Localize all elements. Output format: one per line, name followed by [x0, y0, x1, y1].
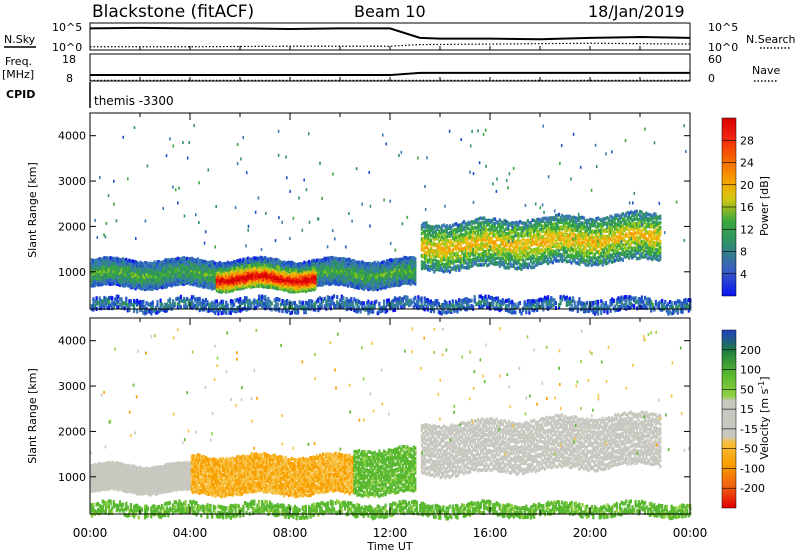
freq-unit: [MHz] [2, 68, 34, 81]
power-axis: 1000 2000 3000 4000 [58, 113, 691, 309]
vel-cbar-label-0: 200 [740, 344, 761, 357]
power-cbar-label-0: 4 [740, 268, 747, 281]
power-ytick-label-2: 3000 [58, 175, 86, 188]
power-panel-feature-2 [420, 209, 662, 274]
power-ytick-label-1: 2000 [58, 220, 86, 233]
power-cbar-label-1: 8 [740, 246, 747, 259]
velocity-panel-feature-0 [90, 460, 192, 497]
noise-panel-frame [89, 22, 691, 51]
time-tick-label-3: 12:00 [373, 526, 408, 540]
nsearch-label: N.Search [746, 33, 796, 46]
time-tick-label-6: 00:00 [673, 526, 708, 540]
vel-cbar-label-5: -50 [740, 443, 758, 456]
station-title: Blackstone (fitACF) [92, 2, 254, 22]
freq-tick-high: 18 [62, 53, 76, 66]
power-colorbar-label: Power [dB] [758, 176, 771, 236]
velocity-colorbar-label: Velocity [m s-1] [757, 376, 771, 459]
cpid-value: themis -3300 [94, 94, 174, 108]
power-panel-feature-3 [90, 294, 692, 316]
velocity-ytick-label-0: 1000 [58, 471, 86, 484]
nsky-tick-low: 10^0 [52, 41, 82, 54]
velocity-ytick-label-2: 3000 [58, 380, 86, 393]
velocity-heatmap [90, 327, 692, 521]
power-cbar-label-5: 24 [740, 157, 754, 170]
power-cbar-label-3: 16 [740, 201, 754, 214]
time-tick-label-4: 16:00 [473, 526, 508, 540]
freq-series-group [89, 71, 691, 82]
velocity-colorbar-ticks: 200 100 50 15 -15 -50 -100 -200 [722, 344, 765, 495]
power-ytick-label-0: 1000 [58, 266, 86, 279]
velocity-axis: 1000 2000 3000 4000 [58, 318, 691, 514]
velocity-panel-feature-3 [420, 410, 662, 480]
power-cbar-label-6: 28 [740, 134, 754, 147]
velocity-panel-feature-2 [353, 445, 417, 499]
nsearch-tick-low: 10^0 [708, 41, 738, 54]
time-tick-label-1: 04:00 [173, 526, 208, 540]
noise-line-nsearch [90, 42, 691, 48]
nsky-label: N.Sky [4, 33, 36, 46]
velocity-ytick-label-1: 2000 [58, 425, 86, 438]
time-tick-label-5: 20:00 [573, 526, 608, 540]
vel-cbar-label-2: 50 [740, 383, 754, 396]
freq-label: Freq. [5, 55, 32, 68]
velocity-colorbar [721, 329, 737, 509]
time-tick-label-2: 08:00 [273, 526, 308, 540]
nave-tick-high: 60 [708, 53, 722, 66]
date-title: 18/Jan/2019 [588, 2, 685, 21]
nsearch-tick-high: 10^5 [708, 21, 738, 34]
power-panel-scatter [94, 124, 687, 252]
power-cbar-label-2: 12 [740, 223, 754, 236]
time-tick-label-0: 00:00 [73, 526, 108, 540]
time-axis-label: Time UT [366, 540, 412, 553]
vel-cbar-label-1: 100 [740, 364, 761, 377]
noise-line-nsky [89, 26, 691, 41]
power-ytick-label-3: 4000 [58, 130, 86, 143]
noise-series-group [89, 26, 691, 50]
nave-tick-low: 0 [708, 72, 715, 85]
time-axis-ticks: 00:00 04:00 08:00 12:00 16:00 20:00 00:00 [73, 526, 708, 540]
freq-line [90, 71, 690, 77]
velocity-panel-scatter [90, 327, 690, 456]
freq-tick-low: 8 [66, 72, 73, 85]
velocity-panel-feature-1 [190, 451, 354, 499]
power-panel-feature-1 [215, 262, 317, 294]
velocity-ylabel: Slant Range [km] [26, 368, 39, 464]
beam-title: Beam 10 [354, 2, 426, 21]
power-cbar-label-4: 20 [740, 179, 754, 192]
velocity-ytick-label-3: 4000 [58, 335, 86, 348]
power-heatmap [90, 124, 692, 316]
cpid-label: CPID [6, 88, 35, 101]
vel-cbar-label-6: -100 [740, 462, 765, 475]
power-ylabel: Slant Range [km] [26, 162, 39, 258]
nsky-tick-high: 10^5 [52, 21, 82, 34]
velocity-panel-feature-4 [90, 499, 692, 521]
nave-label: Nave [752, 64, 780, 77]
vel-cbar-label-3: 15 [740, 403, 754, 416]
freq-panel-frame [89, 53, 691, 82]
vel-cbar-label-7: -200 [740, 482, 765, 495]
vel-cbar-label-4: -15 [740, 423, 758, 436]
power-colorbar-ticks: 4 8 12 16 20 24 28 [722, 134, 754, 281]
